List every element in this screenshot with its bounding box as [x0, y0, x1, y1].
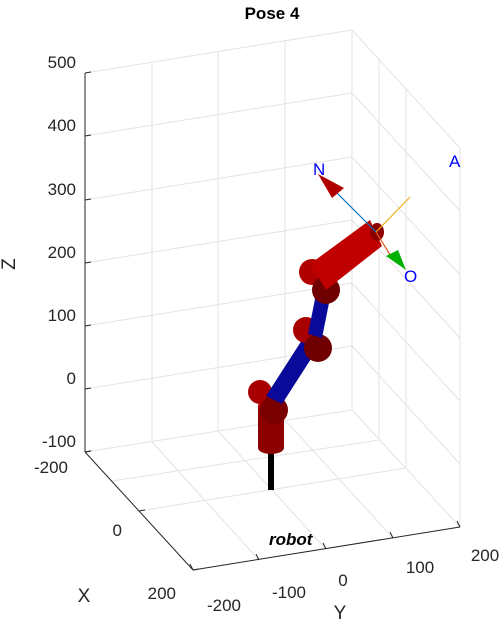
axes: [84, 71, 461, 571]
o-arrow-head: [386, 250, 406, 270]
x-tick-label: 200: [148, 584, 176, 603]
y-axis-label: Y: [334, 603, 347, 623]
o-vector: [375, 231, 393, 259]
o-vector-label: O: [404, 267, 417, 286]
y-tick-label: -200: [207, 596, 241, 615]
x-tick-label: 0: [113, 521, 122, 540]
x-tick-labels: -200 0 200: [34, 458, 176, 603]
z-tick-label: -100: [42, 432, 76, 451]
y-tick-label: 200: [471, 546, 499, 565]
z-tick-label: 500: [48, 53, 76, 72]
y-tick-labels: -200 -100 0 100 200: [207, 546, 499, 615]
chart-title: Pose 4: [245, 4, 300, 23]
floor-back-right: [351, 409, 461, 528]
n-arrow-head: [318, 174, 344, 198]
z-tick-label: 200: [48, 243, 76, 262]
y-tick-label: -100: [272, 583, 306, 602]
grid-lines: [84, 29, 461, 561]
n-vector: [333, 189, 377, 233]
y-tick-label: 100: [406, 558, 434, 577]
grid-z500-left: [84, 29, 353, 74]
a-vector: [375, 196, 411, 233]
robot-link-blue-upper: [308, 294, 330, 338]
floor-back-left: [84, 409, 353, 453]
z-tick-label: 0: [67, 369, 76, 388]
z-tick-labels: 500 400 300 200 100 0 -100: [42, 53, 76, 451]
a-vector-label: A: [449, 152, 461, 171]
floor-x-100: [111, 439, 380, 482]
z-tick-label: 400: [48, 116, 76, 135]
robot-link-blue-lower: [266, 340, 318, 404]
robot-model: [248, 220, 384, 490]
tool-frame: [318, 174, 411, 270]
x-tick-label: -200: [34, 458, 68, 477]
n-vector-label: N: [313, 160, 325, 179]
x-axis-label: X: [78, 586, 91, 607]
y-axis-line: [192, 526, 461, 571]
y-tick-label: 0: [338, 571, 347, 590]
z-tick-label: 300: [48, 180, 76, 199]
robot-link-forearm: [310, 220, 382, 290]
z-tick-label: 100: [48, 306, 76, 325]
floor-y-100: [151, 441, 260, 561]
z-axis-label: Z: [0, 258, 20, 270]
robot-name-label: robot: [269, 530, 314, 549]
robot-joint-4: [304, 334, 332, 362]
robot-joint-1: [248, 380, 272, 404]
robot-base-pole: [268, 452, 274, 490]
